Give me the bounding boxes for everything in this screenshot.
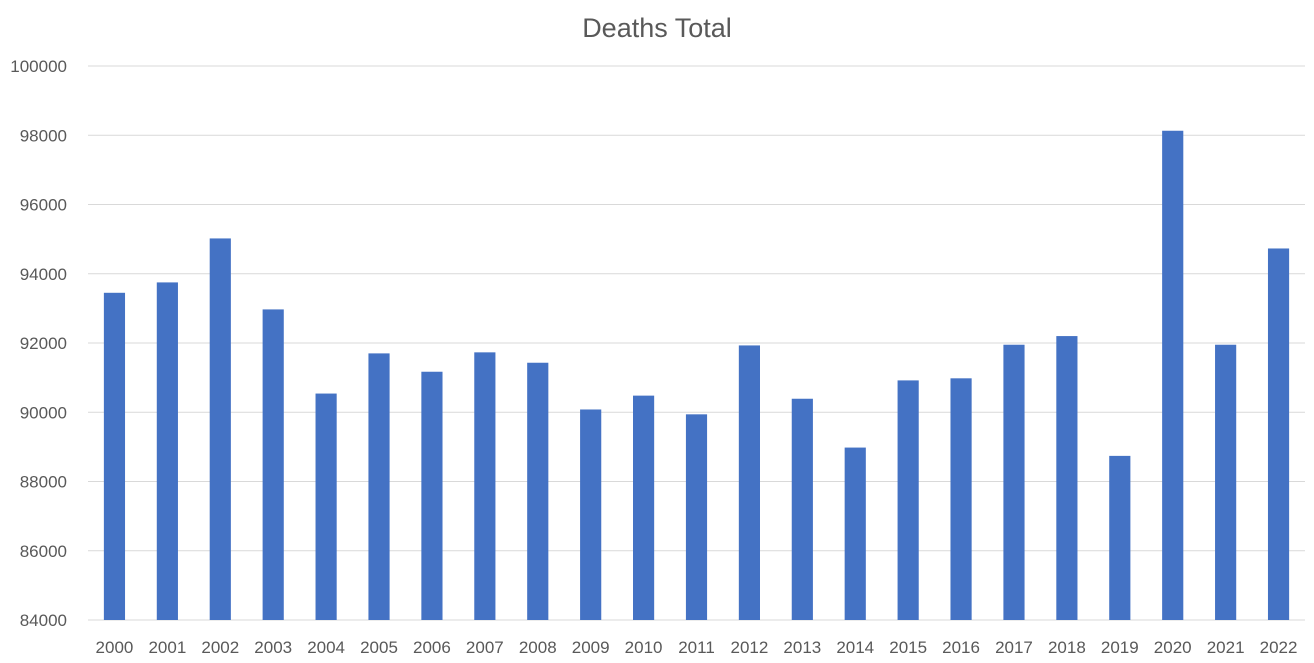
gridlines bbox=[88, 65, 1305, 621]
bar-2017 bbox=[1003, 344, 1025, 620]
y-tick-label: 92000 bbox=[20, 334, 67, 353]
y-tick-label: 86000 bbox=[20, 542, 67, 561]
bar-2010 bbox=[633, 395, 655, 620]
x-tick-label: 2007 bbox=[466, 638, 504, 657]
y-axis-ticks: 84000 86000 88000 90000 92000 94000 96000 98000… bbox=[10, 57, 67, 630]
bar-2009 bbox=[580, 409, 602, 620]
x-tick-label: 2015 bbox=[889, 638, 927, 657]
y-tick-label: 94000 bbox=[20, 265, 67, 284]
y-tick-label: 90000 bbox=[20, 403, 67, 422]
bar-2022 bbox=[1267, 248, 1290, 620]
y-tick-label: 100000 bbox=[10, 57, 67, 76]
bar-2006 bbox=[421, 371, 443, 620]
bar-2013 bbox=[791, 398, 813, 620]
x-tick-label: 2004 bbox=[307, 638, 345, 657]
y-tick-label: 84000 bbox=[20, 611, 67, 630]
bar-2020 bbox=[1162, 130, 1184, 620]
x-tick-label: 2000 bbox=[96, 638, 134, 657]
x-tick-label: 2002 bbox=[201, 638, 239, 657]
x-tick-label: 2017 bbox=[995, 638, 1033, 657]
x-tick-label: 2009 bbox=[572, 638, 610, 657]
bar-2015 bbox=[897, 380, 919, 620]
bar-2018 bbox=[1056, 336, 1078, 620]
x-tick-label: 2022 bbox=[1260, 638, 1298, 657]
bar-2011 bbox=[685, 414, 708, 620]
y-tick-label: 96000 bbox=[20, 196, 67, 215]
x-tick-label: 2001 bbox=[148, 638, 186, 657]
x-tick-label: 2016 bbox=[942, 638, 980, 657]
y-tick-label: 88000 bbox=[20, 473, 67, 492]
x-axis-ticks: 2000 2001 2002 2003 2004 2005 2006 2007 2008 2009… bbox=[96, 638, 1298, 657]
bar-2005 bbox=[368, 353, 390, 620]
bar-2003 bbox=[262, 309, 284, 620]
x-tick-label: 2008 bbox=[519, 638, 557, 657]
chart-title: Deaths Total bbox=[582, 13, 732, 43]
y-tick-label: 98000 bbox=[20, 126, 67, 145]
bar-2000 bbox=[103, 292, 126, 620]
bar-2016 bbox=[950, 378, 972, 620]
x-tick-label: 2012 bbox=[730, 638, 768, 657]
x-tick-label: 2011 bbox=[678, 638, 715, 657]
bar-2008 bbox=[527, 362, 549, 620]
x-tick-label: 2003 bbox=[254, 638, 292, 657]
bar-2019 bbox=[1109, 455, 1131, 620]
x-tick-label: 2018 bbox=[1048, 638, 1086, 657]
bar-2002 bbox=[209, 238, 231, 620]
x-tick-label: 2020 bbox=[1154, 638, 1192, 657]
x-tick-label: 2014 bbox=[836, 638, 874, 657]
bar-2021 bbox=[1215, 344, 1237, 620]
bars bbox=[103, 130, 1290, 620]
bar-2004 bbox=[315, 393, 337, 620]
bar-2014 bbox=[844, 447, 866, 620]
x-tick-label: 2019 bbox=[1101, 638, 1139, 657]
x-tick-label: 2006 bbox=[413, 638, 451, 657]
bar-2007 bbox=[474, 352, 496, 620]
x-tick-label: 2010 bbox=[625, 638, 663, 657]
bar-2012 bbox=[738, 345, 760, 620]
x-tick-label: 2013 bbox=[783, 638, 821, 657]
x-tick-label: 2021 bbox=[1207, 638, 1245, 657]
bar-2001 bbox=[156, 282, 178, 620]
x-tick-label: 2005 bbox=[360, 638, 398, 657]
